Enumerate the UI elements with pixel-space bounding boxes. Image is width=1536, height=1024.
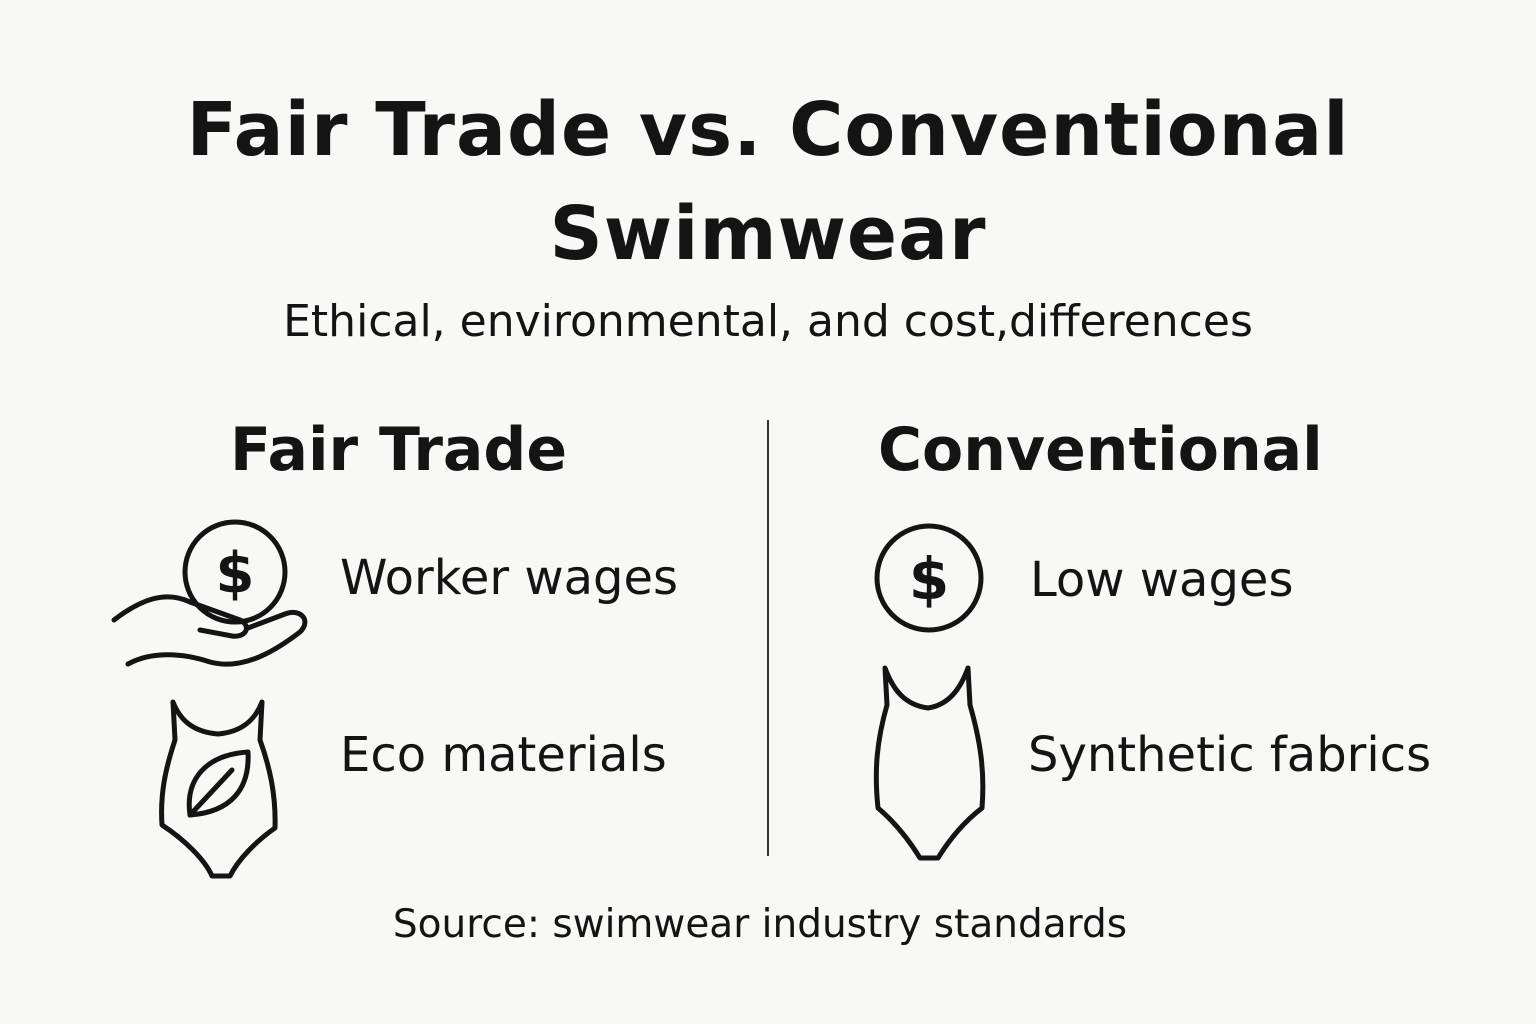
swimsuit-icon [873, 665, 986, 861]
svg-text:$: $ [909, 545, 949, 613]
low-wages-label: Low wages [1030, 552, 1294, 608]
title-line-1: Fair Trade vs. Conventional [186, 87, 1350, 173]
source-note: Source: swimwear industry standards [392, 902, 1128, 947]
column-divider [767, 420, 769, 856]
page-title: Fair Trade vs. Conventional Swimwear [0, 78, 1536, 286]
hand-holding-coin-icon: $ [111, 519, 308, 667]
subtitle: Ethical, environmental, and cost,differe… [283, 296, 1253, 347]
swimsuit-leaf-icon [159, 699, 278, 879]
worker-wages-label: Worker wages [340, 550, 679, 606]
conventional-heading: Conventional [878, 415, 1323, 485]
title-line-2: Swimwear [549, 191, 987, 277]
svg-text:$: $ [216, 541, 255, 606]
synthetic-fabrics-label: Synthetic fabrics [1028, 727, 1432, 783]
fair-trade-heading: Fair Trade [230, 415, 568, 485]
dollar-coin-icon: $ [874, 523, 984, 633]
eco-materials-label: Eco materials [340, 727, 667, 783]
